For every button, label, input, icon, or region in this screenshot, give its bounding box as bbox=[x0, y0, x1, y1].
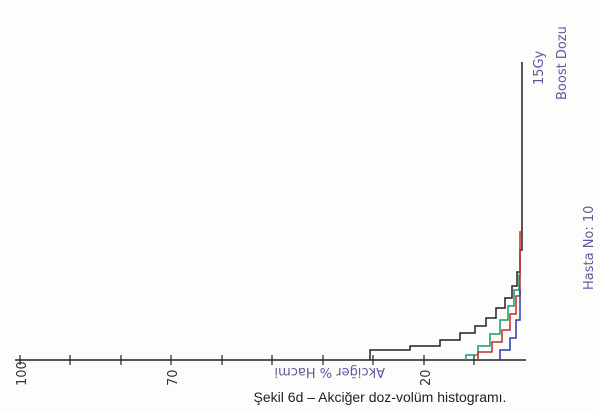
tick-label: 70 bbox=[166, 369, 181, 386]
axis-title: Akciğer % Hacmi bbox=[274, 364, 385, 379]
caption: Şekil 6d – Akciğer doz-volüm histogramı. bbox=[254, 389, 507, 405]
dose-note: 15Gy bbox=[532, 50, 547, 85]
tick-label: 100 bbox=[15, 361, 30, 386]
boost-note: Boost Dozu bbox=[555, 26, 570, 100]
patient-note: Hasta No: 10 bbox=[582, 206, 597, 290]
curve-blue bbox=[499, 290, 521, 360]
axis-ticks bbox=[19, 355, 475, 365]
curve-black bbox=[369, 62, 523, 360]
tick-label: 20 bbox=[419, 369, 434, 386]
